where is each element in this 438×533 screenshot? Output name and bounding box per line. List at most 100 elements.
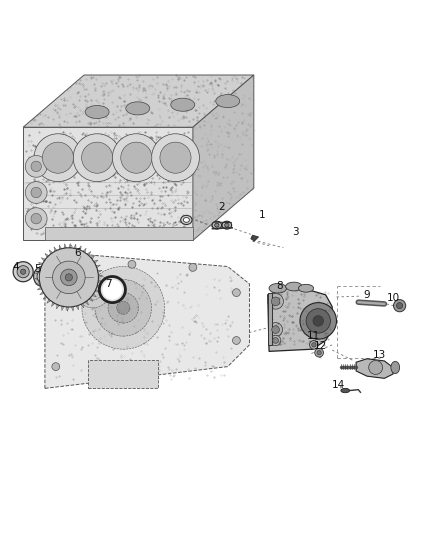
Circle shape	[31, 213, 42, 224]
Circle shape	[268, 294, 283, 309]
Ellipse shape	[215, 223, 219, 227]
Text: 12: 12	[314, 341, 327, 351]
Text: 11: 11	[307, 331, 321, 341]
Polygon shape	[23, 75, 254, 127]
Ellipse shape	[85, 106, 109, 118]
Circle shape	[52, 289, 60, 296]
Polygon shape	[71, 306, 74, 311]
Circle shape	[369, 360, 383, 375]
Ellipse shape	[225, 223, 229, 227]
Circle shape	[128, 261, 136, 268]
Circle shape	[99, 277, 125, 303]
Circle shape	[271, 297, 280, 305]
Polygon shape	[35, 277, 39, 280]
Circle shape	[102, 279, 122, 300]
Circle shape	[152, 134, 199, 182]
Polygon shape	[45, 254, 250, 389]
Polygon shape	[37, 287, 42, 290]
Circle shape	[65, 274, 72, 281]
Text: 9: 9	[364, 290, 370, 300]
Ellipse shape	[184, 217, 189, 222]
Ellipse shape	[216, 94, 240, 108]
Polygon shape	[45, 253, 49, 257]
Circle shape	[75, 273, 110, 308]
Polygon shape	[268, 288, 332, 351]
Circle shape	[13, 262, 33, 282]
Ellipse shape	[391, 361, 399, 374]
Ellipse shape	[34, 266, 52, 287]
Circle shape	[121, 142, 152, 173]
Circle shape	[34, 134, 82, 182]
Polygon shape	[54, 247, 57, 252]
Circle shape	[73, 134, 121, 182]
Polygon shape	[98, 270, 102, 272]
Circle shape	[268, 322, 283, 336]
Polygon shape	[39, 262, 43, 265]
Ellipse shape	[37, 270, 48, 283]
Polygon shape	[78, 246, 81, 251]
Ellipse shape	[341, 389, 350, 393]
Circle shape	[306, 309, 330, 333]
Polygon shape	[251, 235, 258, 241]
Polygon shape	[96, 265, 100, 268]
Polygon shape	[47, 299, 51, 303]
Circle shape	[270, 335, 281, 346]
Circle shape	[25, 156, 47, 177]
Circle shape	[108, 293, 138, 323]
Polygon shape	[81, 303, 84, 308]
Polygon shape	[49, 250, 53, 254]
Polygon shape	[41, 257, 46, 261]
Circle shape	[81, 142, 113, 173]
Circle shape	[396, 303, 403, 309]
Ellipse shape	[181, 215, 192, 224]
Polygon shape	[64, 244, 67, 248]
Polygon shape	[23, 127, 193, 240]
Circle shape	[315, 349, 323, 357]
Circle shape	[25, 182, 47, 204]
Text: 13: 13	[373, 350, 386, 360]
Circle shape	[310, 341, 318, 349]
Polygon shape	[91, 255, 95, 259]
Polygon shape	[89, 297, 93, 301]
Circle shape	[25, 208, 47, 230]
Circle shape	[60, 269, 77, 286]
Text: 5: 5	[34, 264, 40, 274]
Ellipse shape	[222, 221, 232, 229]
Circle shape	[31, 187, 42, 198]
Circle shape	[95, 279, 152, 336]
Polygon shape	[99, 275, 103, 277]
Polygon shape	[35, 282, 40, 285]
Polygon shape	[94, 260, 98, 263]
Ellipse shape	[126, 102, 150, 115]
Polygon shape	[57, 304, 59, 309]
Circle shape	[17, 265, 29, 278]
Ellipse shape	[171, 98, 195, 111]
Circle shape	[189, 263, 197, 271]
Polygon shape	[59, 245, 62, 249]
Polygon shape	[45, 228, 193, 240]
Circle shape	[39, 248, 99, 307]
Polygon shape	[69, 244, 71, 248]
Polygon shape	[88, 360, 158, 389]
Circle shape	[393, 300, 406, 312]
Polygon shape	[87, 252, 91, 256]
Text: 3: 3	[292, 227, 298, 237]
Circle shape	[317, 351, 321, 355]
Polygon shape	[40, 292, 44, 295]
Polygon shape	[36, 268, 41, 270]
Text: 14: 14	[332, 380, 345, 390]
Text: 7: 7	[105, 279, 111, 289]
Polygon shape	[268, 293, 272, 345]
Text: 8: 8	[277, 281, 283, 291]
Circle shape	[272, 326, 279, 334]
Polygon shape	[62, 306, 64, 311]
Circle shape	[21, 269, 26, 274]
Polygon shape	[85, 301, 88, 305]
Polygon shape	[67, 307, 69, 311]
Polygon shape	[43, 296, 47, 300]
Text: 10: 10	[386, 293, 399, 303]
Circle shape	[233, 336, 240, 344]
Ellipse shape	[269, 284, 286, 293]
Text: 4: 4	[12, 262, 19, 271]
Polygon shape	[95, 289, 99, 292]
